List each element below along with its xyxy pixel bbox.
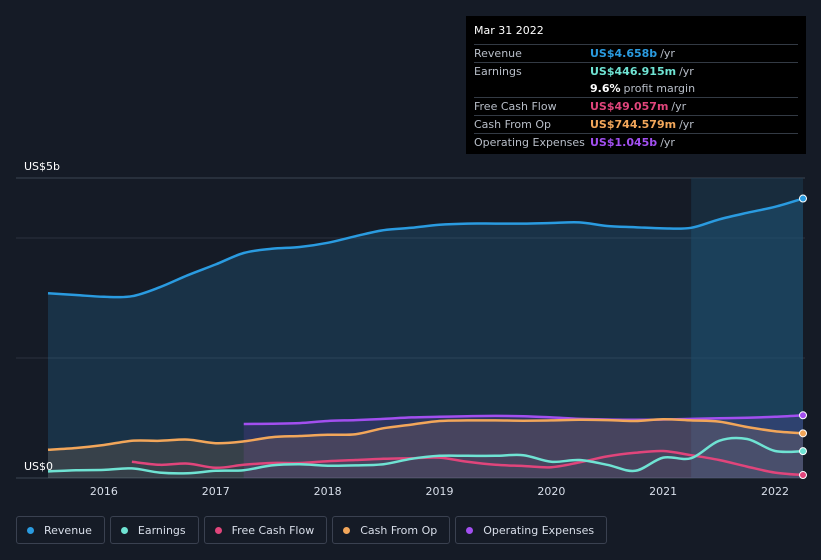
earnings-end-marker [799, 447, 807, 456]
cash-from-op-area [48, 419, 803, 478]
x-tick-label: 2022 [761, 485, 790, 498]
tooltip-label: Free Cash Flow [474, 100, 557, 113]
tooltip-label [474, 80, 590, 97]
legend-dot-icon [27, 526, 34, 534]
tooltip-value: 9.6% [590, 82, 621, 95]
legend-dot-icon [214, 526, 222, 534]
tooltip-row-earnings: Earnings US$446.915m /yr [474, 62, 798, 80]
revenue-end-marker [799, 194, 807, 203]
tooltip-value: US$1.045b [590, 136, 658, 149]
legend-dot-icon [343, 526, 351, 534]
end-markers [799, 194, 807, 480]
tooltip-value: US$4.658b [590, 47, 658, 60]
legend-item-cash-from-op[interactable]: Cash From Op [332, 516, 451, 544]
legend-label: Free Cash Flow [231, 523, 315, 537]
tooltip-value: US$446.915m [590, 65, 677, 78]
operating-expenses-area [243, 415, 804, 478]
operating-expenses-line [243, 414, 804, 426]
legend-label: Earnings [137, 523, 186, 537]
x-tick-label: 2016 [89, 485, 118, 498]
legend-item-revenue[interactable]: Revenue [16, 516, 105, 544]
tooltip-suffix: /yr [660, 136, 675, 149]
tooltip-suffix: /yr [679, 118, 694, 131]
legend-label: Operating Expenses [483, 523, 595, 537]
tooltip-row-profit-margin: 9.6% profit margin [474, 80, 798, 97]
data-tooltip: Mar 31 2022 Revenue US$4.658b /yr Earnin… [466, 16, 806, 154]
earnings-line [47, 436, 804, 475]
chart-legend: Revenue Earnings Free Cash Flow Cash Fro… [16, 516, 612, 544]
tooltip-label: Operating Expenses [474, 136, 585, 149]
cash-from-op-end-marker [799, 429, 807, 438]
legend-item-earnings[interactable]: Earnings [109, 516, 199, 544]
operating-expenses-end-marker [799, 411, 807, 420]
tooltip-row-free-cash-flow: Free Cash Flow US$49.057m /yr [474, 97, 798, 115]
tooltip-label: Cash From Op [474, 118, 552, 131]
revenue-area [48, 198, 803, 478]
y-axis-bottom-label: US$0 [24, 460, 54, 473]
tooltip-row-revenue: Revenue US$4.658b /yr [474, 44, 798, 62]
legend-item-free-cash-flow[interactable]: Free Cash Flow [203, 516, 328, 544]
tooltip-value: US$49.057m [590, 100, 669, 113]
x-tick-label: 2018 [313, 485, 342, 498]
x-tick-label: 2019 [425, 485, 454, 498]
x-tick-label: 2017 [201, 485, 230, 498]
cash-from-op-line [47, 417, 804, 452]
x-tick-label: 2020 [537, 485, 566, 498]
tooltip-suffix: /yr [660, 47, 675, 60]
legend-item-operating-expenses[interactable]: Operating Expenses [455, 516, 608, 544]
tooltip-label: Revenue [474, 47, 522, 60]
legend-dot-icon [120, 526, 128, 534]
tooltip-label: Earnings [474, 65, 522, 78]
tooltip-suffix: /yr [671, 100, 687, 113]
x-tick-label: 2021 [649, 485, 678, 498]
tooltip-value: US$744.579m [590, 118, 677, 131]
revenue-line [47, 197, 804, 299]
free-cash-flow-end-marker [799, 471, 807, 480]
tooltip-row-cash-from-op: Cash From Op US$744.579m /yr [474, 115, 798, 133]
legend-dot-icon [466, 526, 474, 534]
series-layer [47, 197, 804, 478]
tooltip-suffix: profit margin [623, 82, 696, 95]
tooltip-row-operating-expenses: Operating Expenses US$1.045b /yr [474, 133, 798, 151]
legend-label: Revenue [44, 523, 92, 537]
free-cash-flow-line [131, 449, 804, 477]
y-axis-top-label: US$5b [24, 160, 61, 173]
tooltip-suffix: /yr [679, 65, 694, 78]
tooltip-date: Mar 31 2022 [474, 24, 544, 37]
legend-label: Cash From Op [360, 523, 438, 537]
grid-lines [16, 177, 805, 479]
